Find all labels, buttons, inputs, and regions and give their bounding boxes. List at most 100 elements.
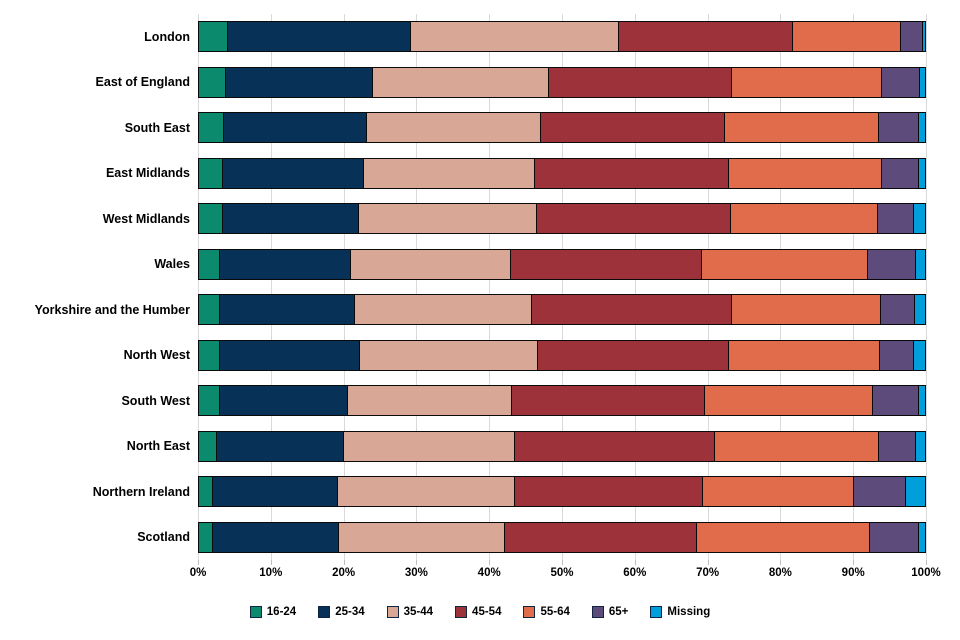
bar-segment <box>347 385 513 417</box>
x-axis-label: 50% <box>550 567 574 579</box>
bar-segment <box>901 21 924 53</box>
gridline <box>489 14 491 560</box>
bar-row <box>198 203 926 235</box>
bar-segment <box>198 66 227 98</box>
bar-segment <box>198 248 220 280</box>
bar-segment <box>869 521 920 553</box>
legend-swatch-icon <box>591 606 604 618</box>
legend-label: 65+ <box>608 606 629 618</box>
axis-tick <box>270 560 272 565</box>
y-axis-label: East of England <box>95 75 190 90</box>
legend-label: Missing <box>667 606 711 618</box>
bar-row <box>198 339 926 371</box>
bar-segment <box>198 476 214 508</box>
legend-label: 55-64 <box>540 606 570 618</box>
y-axis-label: South West <box>121 393 190 408</box>
bar-segment <box>918 385 926 417</box>
gridline <box>780 14 782 560</box>
bar-segment <box>535 157 730 189</box>
y-axis-labels: London East of England South East East Midl… <box>0 14 190 560</box>
gridline <box>853 14 855 560</box>
gridline <box>416 14 418 560</box>
bar-segment <box>198 385 220 417</box>
legend-label: 45-54 <box>472 606 502 618</box>
bar-segment <box>714 430 879 462</box>
axis-tick <box>416 560 418 565</box>
legend-item: 35-44 <box>386 606 433 618</box>
x-axis-label: 10% <box>259 567 283 579</box>
bar-segment <box>514 430 715 462</box>
bar-segment <box>792 21 902 53</box>
bar-segment <box>853 476 907 508</box>
x-axis-label: 100% <box>911 567 941 579</box>
gridline <box>270 14 272 560</box>
bar-segment <box>540 112 726 144</box>
bar-segment <box>920 66 926 98</box>
bar-segment <box>916 430 926 462</box>
bar-segment <box>512 385 706 417</box>
bar-segment <box>366 112 541 144</box>
legend-item: 45-54 <box>455 606 501 618</box>
bar-row <box>198 476 926 508</box>
legend-item: Missing <box>650 606 710 618</box>
bar-row <box>198 66 926 98</box>
legend: 16-24 25-34 35-44 45-54 55-64 65+ Missing <box>0 606 960 618</box>
legend-swatch-icon <box>650 606 663 618</box>
bar-row <box>198 294 926 326</box>
legend-label: 25-34 <box>335 606 365 618</box>
x-axis-label: 70% <box>696 567 720 579</box>
bar-segment <box>725 112 879 144</box>
bar-segment <box>350 248 512 280</box>
y-axis-label: West Midlands <box>102 211 190 226</box>
bar-segment <box>213 521 340 553</box>
bar-segment <box>548 66 733 98</box>
legend-swatch-icon <box>523 606 536 618</box>
gridline <box>343 14 345 560</box>
bar-segment <box>701 248 868 280</box>
y-axis-label: East Midlands <box>105 166 190 181</box>
bar-segment <box>224 112 367 144</box>
bar-segment <box>880 339 915 371</box>
plot-area <box>198 14 927 560</box>
gridline <box>926 14 927 560</box>
bar-segment <box>358 203 537 235</box>
gridline <box>707 14 709 560</box>
bar-segment <box>198 157 223 189</box>
x-axis-label: 20% <box>332 567 356 579</box>
bar-segment <box>213 476 338 508</box>
bar-segment <box>198 430 217 462</box>
axis-tick <box>926 560 927 565</box>
axis-tick <box>853 560 855 565</box>
axis-tick <box>707 560 709 565</box>
y-axis-label: Northern Ireland <box>92 484 190 499</box>
bar-segment <box>729 157 882 189</box>
bar-segment <box>536 203 731 235</box>
bar-segment <box>219 339 360 371</box>
legend-item: 65+ <box>591 606 629 618</box>
bar-segment <box>222 157 364 189</box>
y-axis-label: Scotland <box>137 530 190 545</box>
legend-swatch-icon <box>386 606 399 618</box>
bar-segment <box>915 248 926 280</box>
bar-segment <box>344 430 515 462</box>
bar-segment <box>532 294 733 326</box>
bar-segment <box>882 66 921 98</box>
x-axis-label: 60% <box>623 567 647 579</box>
legend-swatch-icon <box>318 606 331 618</box>
bar-segment <box>619 21 793 53</box>
bar-segment <box>915 294 926 326</box>
bar-segment <box>705 385 873 417</box>
legend-item: 25-34 <box>318 606 365 618</box>
bar-segment <box>198 294 220 326</box>
axis-tick <box>780 560 782 565</box>
bar-segment <box>880 294 916 326</box>
y-axis-label: Yorkshire and the Humber <box>34 302 190 317</box>
y-axis-label: North East <box>126 439 190 454</box>
axis-tick <box>343 560 345 565</box>
bar-segment <box>227 21 411 53</box>
bar-segment <box>703 476 854 508</box>
bar-segment <box>867 248 916 280</box>
bar-row <box>198 21 926 53</box>
bar-segment <box>918 112 926 144</box>
